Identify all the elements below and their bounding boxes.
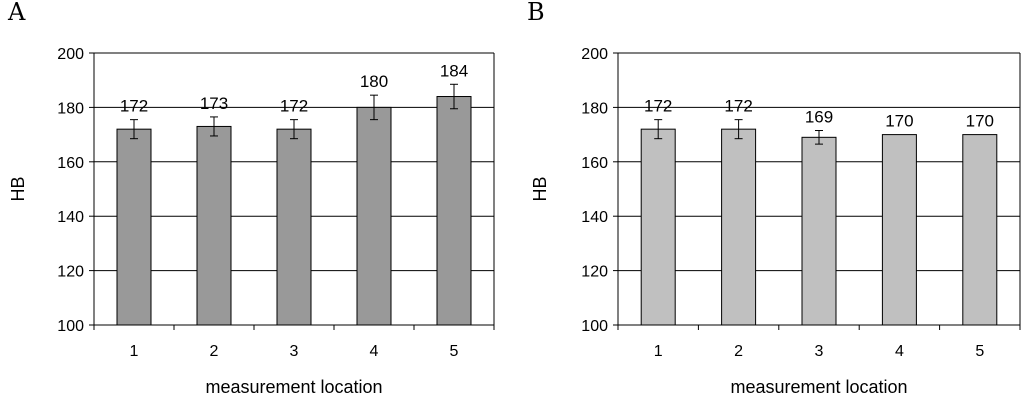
y-tick-label: 140	[581, 209, 608, 226]
panel-letter: B	[527, 0, 545, 26]
x-tick-label: 2	[734, 343, 743, 360]
y-tick-label: 200	[57, 46, 84, 63]
y-tick-label: 160	[57, 155, 84, 172]
data-label: 172	[724, 97, 752, 116]
x-axis-title: measurement location	[730, 377, 907, 397]
bar	[196, 125, 232, 326]
chart-panel-b: B 100 120 140 160 180 200 172 1 172 2 169 3 170 4 170 5 m…	[527, 0, 1021, 397]
data-label: 184	[440, 61, 468, 80]
data-label: 173	[200, 94, 228, 113]
bar	[801, 136, 837, 326]
y-axis-title: HB	[530, 176, 550, 201]
bar	[721, 128, 757, 326]
y-tick-label: 160	[581, 155, 608, 172]
data-label: 172	[644, 97, 672, 116]
data-label: 180	[360, 72, 388, 91]
y-tick-label: 120	[57, 264, 84, 281]
bar	[436, 96, 472, 326]
x-tick-label: 3	[290, 343, 299, 360]
y-tick-label: 180	[57, 100, 84, 117]
x-tick-label: 5	[975, 343, 984, 360]
x-axis-title: measurement location	[205, 377, 382, 397]
x-tick-label: 3	[815, 343, 824, 360]
y-tick-label: 100	[581, 318, 608, 335]
data-label: 172	[280, 97, 308, 116]
bar	[881, 134, 917, 326]
data-label: 172	[120, 97, 148, 116]
y-tick-label: 180	[581, 100, 608, 117]
bar	[276, 128, 312, 326]
data-label: 169	[805, 108, 833, 127]
panel-letter: A	[7, 0, 26, 26]
x-tick-label: 4	[370, 343, 379, 360]
x-tick-label: 5	[450, 343, 459, 360]
x-tick-label: 4	[895, 343, 904, 360]
x-tick-label: 1	[654, 343, 663, 360]
y-tick-label: 120	[581, 264, 608, 281]
y-tick-label: 200	[581, 46, 608, 63]
bar	[962, 134, 998, 326]
x-tick-label: 1	[130, 343, 139, 360]
data-label: 170	[885, 112, 913, 131]
data-label: 170	[966, 112, 994, 131]
y-tick-label: 100	[57, 318, 84, 335]
y-axis-title: HB	[8, 176, 28, 201]
bar	[116, 128, 152, 326]
y-tick-label: 140	[57, 209, 84, 226]
x-tick-label: 2	[210, 343, 219, 360]
chart-panel-a: A 100 120 140 160 180 200 172 1 173 2 172 3 180 4 184 5 m…	[7, 0, 495, 397]
bar	[640, 128, 676, 326]
bar	[356, 106, 392, 326]
